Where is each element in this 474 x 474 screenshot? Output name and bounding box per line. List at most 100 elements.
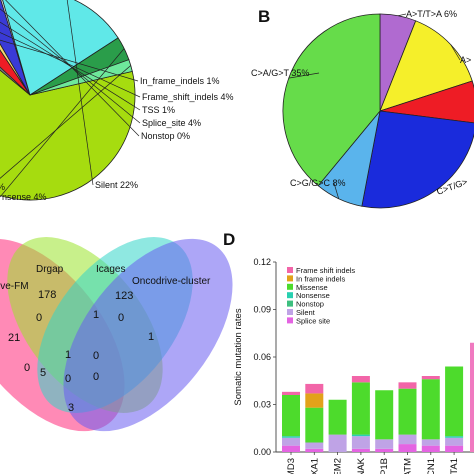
bar-segment-silent xyxy=(375,439,394,449)
bar-segment-missense xyxy=(305,407,324,443)
bar-segment-partial xyxy=(470,342,474,452)
pie-a-label: In_frame_indels 1% xyxy=(140,76,220,86)
bar-segment-frame-shift-indels xyxy=(398,382,417,389)
bar-segment-missense xyxy=(398,388,417,435)
panel-d-stacked-bar: 0.00 0.03 0.06 0.09 0.12 Somatic mutation rat… xyxy=(233,257,474,474)
pie-b-label: A>T/T>A 6% xyxy=(406,9,457,19)
bar-segment-missense xyxy=(282,395,300,437)
bar-segment-frame-shift-indels xyxy=(421,376,440,380)
bar-segment-silent xyxy=(305,442,324,449)
bar-segment-silent xyxy=(282,437,300,446)
bar-segment-frame-shift-indels xyxy=(282,391,300,395)
pie-b-leader-line xyxy=(398,13,407,17)
pie-a-label: Frame_shift_indels 4% xyxy=(142,92,234,102)
pie-a-label: 2% xyxy=(0,182,5,192)
bar-segment-splice-site xyxy=(305,448,324,452)
bar-segment-in-frame-indels xyxy=(305,393,324,408)
panel-d-letter: D xyxy=(223,230,235,249)
venn-set-label: ive-FM xyxy=(0,281,29,292)
bar-segment-splice-site xyxy=(421,445,440,452)
pie-a-label: TSS 1% xyxy=(142,105,175,115)
bar-segment-frame-shift-indels xyxy=(351,376,370,383)
legend-label: In frame indels xyxy=(296,274,345,283)
pie-a-leader-line xyxy=(0,8,141,124)
bar-segment-nonsense xyxy=(445,436,464,438)
pie-b-label: A> xyxy=(460,55,471,65)
pie-a-label: Silent 22% xyxy=(95,180,138,190)
bar-segment-splice-site xyxy=(398,444,417,452)
legend-swatch-missense xyxy=(287,283,293,290)
bar-x-tick-label: HMCN1 xyxy=(426,458,437,474)
venn-region-count: 0 xyxy=(93,350,99,362)
venn-region-count: 1 xyxy=(148,331,154,343)
bar-segment-missense xyxy=(375,390,394,440)
pie-a-slice-missense xyxy=(0,69,136,201)
legend-swatch-splice-site xyxy=(287,317,293,324)
venn-region-count: 0 xyxy=(36,312,42,324)
venn-region-count: 0 xyxy=(118,312,124,324)
legend-swatch-nonsense xyxy=(287,292,293,299)
bar-x-tick-label: FOXA1 xyxy=(309,458,320,474)
bar-y-tick-label: 0.00 xyxy=(253,447,271,457)
panel-b-substitution-pie: A>T/T>A 6%A>C>T/G>C>G/G>C 8%C>A/G>T 35% xyxy=(251,9,474,209)
pie-b-leader-line xyxy=(436,189,439,193)
pie-a-label: Nonstop 0% xyxy=(141,131,190,141)
bar-segment-missense xyxy=(421,379,440,440)
legend-label: Nonsense xyxy=(296,291,330,300)
bar-segment-silent xyxy=(421,439,440,446)
pie-a-label: Splice_site 4% xyxy=(142,118,201,128)
bar-segment-missense xyxy=(351,382,370,435)
venn-set-label: Drgap xyxy=(36,264,64,275)
bar-segment-splice-site xyxy=(282,445,300,452)
bar-x-tick-label: FREM2 xyxy=(333,458,344,474)
bar-segment-splice-site xyxy=(445,445,464,452)
legend-swatch-in-frame-indels xyxy=(287,275,293,282)
venn-set-label: Oncodrive-cluster xyxy=(132,276,211,287)
pie-a-leader-line xyxy=(0,21,141,111)
pie-b-leader-line xyxy=(450,44,461,61)
bar-x-tick-label: AHNAK xyxy=(356,457,367,474)
pie-b-slice-unlabeled xyxy=(379,80,474,124)
pie-a-label: nsense 4% xyxy=(2,192,47,202)
pie-a-slice-silent-22 xyxy=(2,0,119,96)
pie-a-leader-line xyxy=(5,0,140,137)
venn-set-oncodrive-cluster xyxy=(63,238,233,432)
bar-y-tick-label: 0.12 xyxy=(253,257,271,267)
bar-x-tick-label: SPTA1 xyxy=(449,458,460,474)
pie-b-label: C>G/G>C 8% xyxy=(290,178,346,188)
pie-a-leader-line xyxy=(0,65,131,179)
bar-y-axis-label: Somatic mutation rates xyxy=(233,308,244,405)
bar-segment-silent xyxy=(398,434,417,445)
venn-region-count: 178 xyxy=(38,289,56,301)
pie-b-slice-c-t-g xyxy=(361,110,474,209)
bar-segment-silent xyxy=(328,434,347,452)
bar-segment-missense xyxy=(445,366,464,437)
bar-segment-splice-site xyxy=(375,448,394,452)
bar-segment-splice-site xyxy=(351,448,370,452)
legend-swatch-frame-shift-indels xyxy=(287,267,293,273)
venn-region-count: 21 xyxy=(8,332,20,344)
legend-label: Silent xyxy=(296,308,316,317)
venn-region-count: 0 xyxy=(65,373,71,385)
venn-region-count: 3 xyxy=(68,402,74,414)
venn-region-count: 1 xyxy=(65,349,71,361)
venn-region-count: 0 xyxy=(93,371,99,383)
pie-b-label: C>A/G>T 35% xyxy=(251,68,309,78)
bar-segment-nonsense xyxy=(351,434,370,437)
bar-segment-missense xyxy=(328,399,347,435)
legend-swatch-silent xyxy=(287,309,293,315)
bar-segment-frame-shift-indels xyxy=(305,383,324,394)
legend-label: Nonstop xyxy=(296,300,324,309)
bar-y-tick-label: 0.03 xyxy=(253,400,271,410)
bar-x-tick-label: ATM xyxy=(403,458,414,474)
legend-label: Frame shift indels xyxy=(296,266,355,275)
bar-segment-silent xyxy=(445,437,464,446)
panel-a-missense-pie: In_frame_indels 1% Frame_shift_indels 4% T… xyxy=(0,0,234,202)
venn-region-count: 1 xyxy=(93,309,99,321)
pie-a-slice-nonstop-0 xyxy=(0,0,31,96)
venn-region-count: 0 xyxy=(24,362,30,374)
legend-label: Splice site xyxy=(296,316,330,325)
bar-y-tick-label: 0.06 xyxy=(253,352,271,362)
pie-b-leader-line xyxy=(288,72,320,79)
